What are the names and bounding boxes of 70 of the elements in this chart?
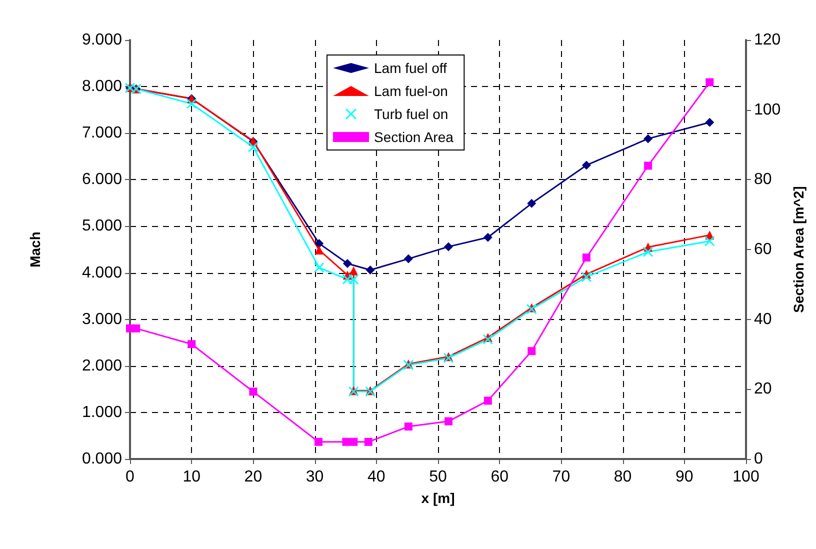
x-tick-label: 10 — [182, 468, 201, 486]
x-tick-label: 60 — [490, 468, 509, 486]
point — [248, 142, 258, 152]
y2-tick-label: 60 — [754, 241, 772, 258]
y2-tick-label: 40 — [754, 310, 772, 328]
point — [364, 438, 372, 446]
point — [482, 334, 494, 345]
point — [581, 272, 592, 282]
point — [366, 265, 375, 274]
x-tick-label: 100 — [732, 468, 760, 486]
y2-tick-label: 100 — [754, 101, 781, 118]
x-tick-label: 0 — [126, 468, 135, 486]
point — [444, 417, 452, 426]
point — [188, 340, 196, 348]
y2-tick-label: 0 — [754, 450, 763, 468]
y-tick-label: 8.000 — [82, 78, 122, 96]
y2-axis-title: Section Area [m^2] — [790, 186, 807, 313]
point — [314, 238, 324, 248]
point — [644, 162, 652, 170]
point — [527, 198, 536, 208]
y-tick-label: 1.000 — [82, 404, 122, 421]
point — [484, 396, 492, 405]
point — [582, 160, 591, 170]
y-tick-label: 9.000 — [82, 32, 122, 48]
point — [444, 242, 453, 252]
point — [582, 254, 590, 262]
y-tick-label: 2.000 — [82, 357, 122, 374]
point — [706, 78, 714, 86]
point — [342, 274, 353, 285]
legend-label: Turb fuel on — [374, 106, 448, 122]
point — [704, 236, 715, 246]
y2-tick-label: 120 — [754, 32, 781, 48]
point — [314, 245, 324, 254]
y2-tick-label: 20 — [754, 380, 772, 398]
point — [483, 232, 492, 242]
x-tick-label: 70 — [552, 468, 570, 486]
point — [528, 347, 536, 356]
x-tick-label: 90 — [676, 468, 694, 486]
legend-label: Section Area — [374, 129, 454, 145]
legend-label: Lam fuel-on — [374, 83, 448, 99]
point — [314, 438, 322, 446]
x-axis-title: x [m] — [421, 490, 455, 506]
point — [342, 258, 352, 268]
point — [705, 118, 714, 127]
x-tick-label: 40 — [368, 468, 386, 486]
x-tick-label: 20 — [244, 468, 262, 486]
point — [186, 98, 197, 110]
point — [342, 438, 350, 446]
point — [348, 274, 359, 285]
point — [642, 246, 654, 258]
y-tick-label: 0.000 — [82, 450, 122, 468]
point — [350, 438, 358, 446]
point — [249, 388, 258, 396]
y-tick-label: 3.000 — [82, 310, 122, 328]
y-tick-label: 7.000 — [82, 124, 122, 142]
x-tick-label: 80 — [614, 468, 632, 486]
y-tick-label: 4.000 — [82, 264, 122, 282]
point — [404, 254, 413, 264]
legend-label: Lam fuel off — [374, 60, 448, 76]
y2-tick-label: 80 — [754, 171, 772, 188]
x-tick-label: 30 — [306, 468, 324, 486]
point — [132, 324, 140, 332]
x-tick-label: 50 — [429, 468, 447, 486]
point — [314, 262, 324, 273]
point — [404, 422, 412, 431]
point — [644, 134, 653, 144]
y-tick-label: 6.000 — [82, 171, 122, 188]
point — [349, 266, 358, 276]
y-axis-title: Mach — [27, 232, 43, 268]
y-tick-label: 5.000 — [82, 218, 122, 235]
